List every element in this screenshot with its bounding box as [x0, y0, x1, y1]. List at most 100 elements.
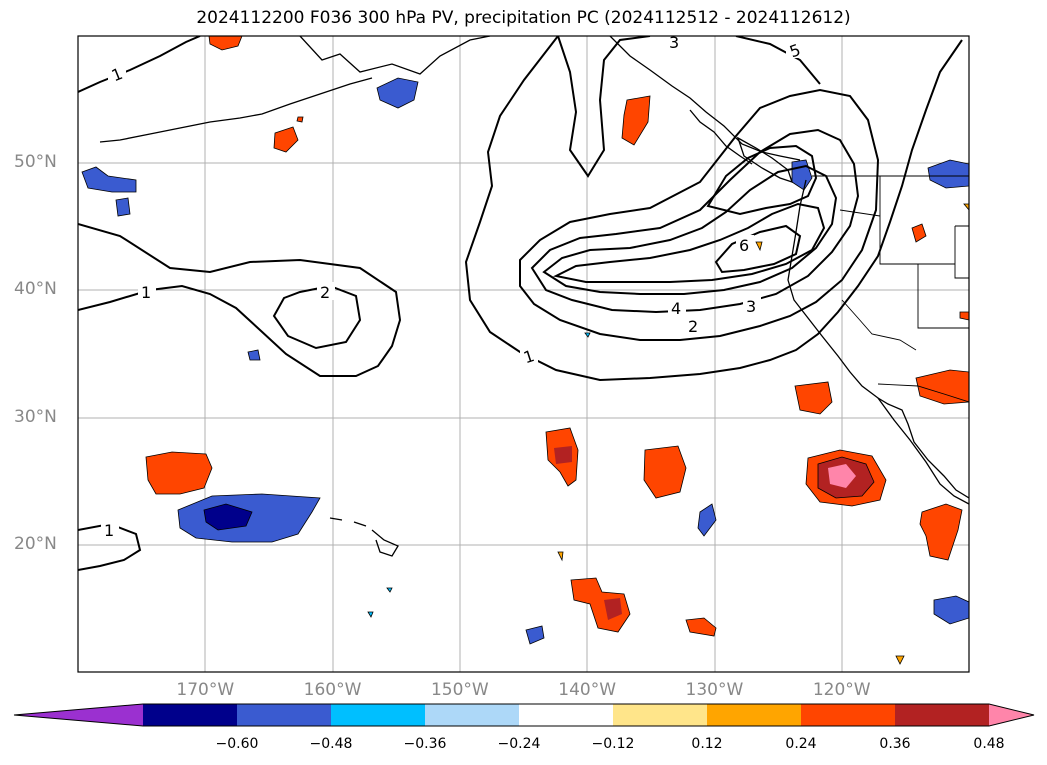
- precip-patch: [296, 116, 304, 123]
- colorbar-outline: [13, 703, 1035, 727]
- precip-positive-areas: [145, 36, 969, 665]
- contour-line: [542, 164, 838, 295]
- precip-patch: [828, 464, 856, 488]
- colorbar-extend-high: [989, 704, 1034, 726]
- lat-tick-label: 20°N: [14, 533, 57, 554]
- contour-label: 2: [320, 283, 330, 302]
- colorbar-tick-label: 0.36: [879, 736, 911, 752]
- colorbar-tick-label: 0.24: [785, 736, 817, 752]
- colorbar-tick-label: −0.12: [591, 736, 635, 752]
- lon-tick-label: 120°W: [812, 680, 871, 700]
- colorbar-segment: [143, 704, 238, 726]
- colorbar-tick-label: −0.48: [309, 736, 353, 752]
- precip-patch: [554, 446, 572, 464]
- precip-patch: [367, 611, 374, 618]
- colorbar-segment: [613, 704, 708, 726]
- colorbar-tick-label: −0.36: [403, 736, 447, 752]
- precip-patch: [115, 197, 131, 217]
- map-frame: [77, 35, 970, 673]
- lon-tick-label: 140°W: [558, 680, 617, 700]
- lon-tick-label: 130°W: [685, 680, 744, 700]
- contour-line: [735, 36, 821, 85]
- colorbar-tick-label: −0.24: [497, 736, 541, 752]
- coastline-hawaii: [329, 517, 399, 557]
- lat-tick-label: 40°N: [14, 279, 57, 300]
- contour-line: [78, 223, 402, 377]
- colorbar-extend-low: [14, 704, 143, 726]
- precip-patch: [755, 241, 763, 252]
- precip-patch: [933, 595, 969, 625]
- coastline-alaska: [299, 36, 491, 75]
- precip-patch: [621, 95, 651, 146]
- contour-label: 4: [671, 299, 681, 318]
- precip-patch: [911, 223, 927, 243]
- precip-patch: [895, 655, 905, 665]
- precip-patch: [919, 503, 963, 561]
- contour-label: 2: [688, 317, 698, 336]
- map-title: 2024112200 F036 300 hPa PV, precipitatio…: [196, 8, 851, 28]
- colorbar-segment: [425, 704, 520, 726]
- contour-line: [530, 128, 860, 314]
- precip-patch: [643, 445, 687, 499]
- precip-patch: [203, 503, 253, 531]
- precip-patch: [794, 381, 833, 415]
- coastline-aleutians: [99, 77, 373, 143]
- pv-contour-labels: 1 1 1 1 2 2 3 3 4 5 6: [101, 33, 804, 540]
- contour-line: [552, 202, 826, 283]
- precip-patch: [570, 577, 631, 633]
- precip-patch: [963, 203, 969, 211]
- coastline-bc-islands: [689, 109, 753, 165]
- contour-line: [706, 144, 818, 216]
- contour-line: [519, 88, 880, 341]
- precip-patch: [685, 617, 717, 637]
- political-borders: [812, 175, 969, 403]
- contour-label: 6: [739, 236, 749, 255]
- precip-patch: [208, 36, 243, 51]
- precip-patch: [959, 311, 969, 321]
- contour-line: [714, 224, 802, 274]
- colorbar-segment: [237, 704, 332, 726]
- lon-tick-label: 150°W: [430, 680, 489, 700]
- precip-patch: [386, 587, 393, 593]
- precip-patch: [525, 625, 545, 645]
- contour-label: 1: [104, 521, 114, 540]
- precip-patch: [81, 166, 137, 193]
- graticule: [78, 36, 969, 672]
- colorbar-segment: [895, 704, 990, 726]
- precip-patch: [273, 126, 299, 153]
- lat-tick-label: 50°N: [14, 152, 57, 173]
- precip-patch: [584, 332, 591, 338]
- precip-patch: [604, 598, 622, 620]
- lon-tick-label: 160°W: [303, 680, 362, 700]
- contour-line: [557, 36, 651, 178]
- precip-patch: [145, 451, 213, 495]
- colorbar-tick-label: −0.60: [215, 736, 259, 752]
- contour-label: 3: [669, 33, 679, 52]
- colorbar-tick-label: 0.48: [973, 736, 1005, 752]
- precip-patch: [927, 159, 969, 189]
- lat-tick-label: 30°N: [14, 406, 57, 427]
- precip-patch: [376, 77, 419, 109]
- contour-line: [272, 284, 362, 350]
- precip-patch: [697, 503, 717, 537]
- lon-tick-label: 170°W: [176, 680, 235, 700]
- coastline-baja: [877, 397, 969, 505]
- colorbar-segment: [519, 704, 614, 726]
- coastline-us-west: [787, 179, 969, 499]
- precip-patch: [557, 551, 564, 562]
- contour-label: 1: [141, 283, 151, 302]
- precip-patch: [915, 369, 969, 405]
- colorbar-segment: [707, 704, 802, 726]
- contour-line: [78, 36, 201, 93]
- colorbar-segment: [801, 704, 896, 726]
- contour-line: [464, 36, 963, 382]
- colorbar: [13, 703, 1035, 727]
- precip-patch: [247, 349, 261, 361]
- coastline-panhandle: [609, 36, 801, 161]
- colorbar-segment: [331, 704, 426, 726]
- precip-patch: [791, 159, 813, 191]
- colorbar-tick-label: 0.12: [691, 736, 723, 752]
- precip-negative-areas: [81, 77, 969, 645]
- contour-label: 3: [746, 297, 756, 316]
